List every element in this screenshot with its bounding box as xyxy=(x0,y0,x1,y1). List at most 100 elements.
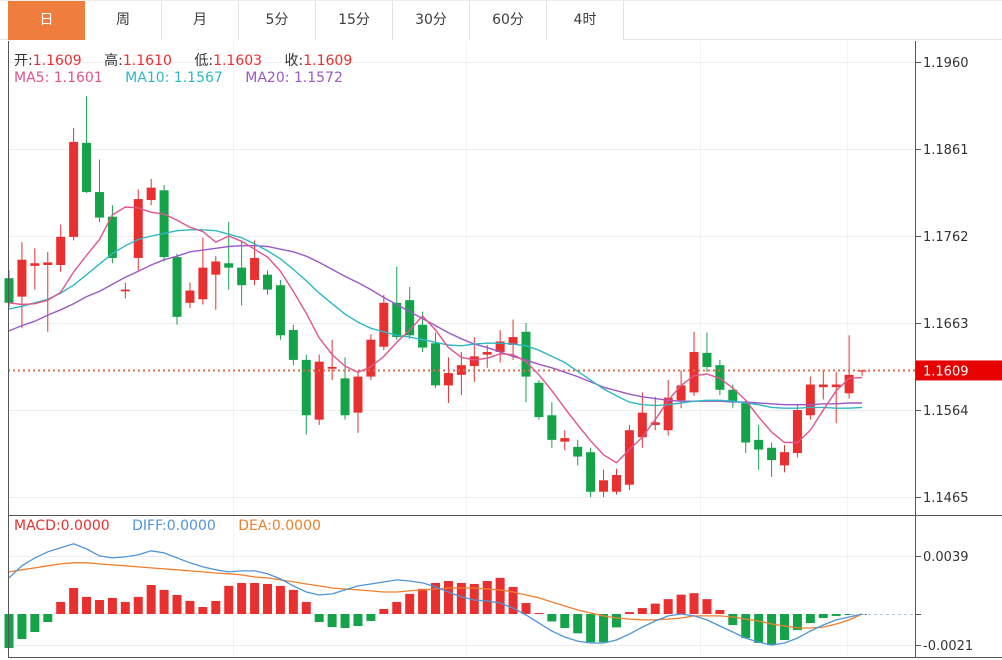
macd-bar xyxy=(211,600,221,614)
candle xyxy=(805,384,815,416)
macd-axis: 0.0039 -0.0021 xyxy=(915,550,973,654)
candle xyxy=(263,274,272,290)
candle xyxy=(599,480,609,492)
candle xyxy=(94,192,104,218)
candle xyxy=(172,257,182,317)
price-axis-label: 1.1564 xyxy=(923,404,969,419)
candle xyxy=(495,341,505,352)
macd-bar xyxy=(495,577,505,614)
candle xyxy=(82,142,92,193)
candle xyxy=(366,339,376,377)
macd-bar xyxy=(534,612,544,614)
candle xyxy=(237,267,247,286)
macd-bar xyxy=(133,596,143,614)
macd-bar xyxy=(275,585,285,614)
macd-bar xyxy=(146,585,156,614)
candle xyxy=(185,290,195,303)
macd-bar xyxy=(599,614,609,643)
macd-bar xyxy=(663,599,673,614)
candle xyxy=(340,378,350,416)
macd-bar xyxy=(831,614,841,616)
tab-日[interactable]: 日 xyxy=(8,1,85,40)
macd-bar xyxy=(805,614,815,624)
candle xyxy=(431,343,441,386)
macd-bar xyxy=(17,614,27,639)
current-price-tag-bg xyxy=(916,360,1002,381)
candle xyxy=(133,199,143,258)
price-axis: 1.1960 1.1861 1.1762 1.1663 1.1564 1.1465 xyxy=(915,56,969,506)
macd-bar xyxy=(715,609,725,614)
candle xyxy=(43,262,53,265)
macd-bar xyxy=(327,614,337,628)
macd-axis-label: -0.0021 xyxy=(923,639,973,654)
candle xyxy=(689,352,699,393)
candle xyxy=(663,397,673,431)
macd-bar xyxy=(521,602,531,614)
candle xyxy=(508,337,518,345)
macd-lines xyxy=(8,543,915,646)
macd-bar xyxy=(30,614,40,632)
tab-60分[interactable]: 60分 xyxy=(470,1,547,40)
tab-4时[interactable]: 4时 xyxy=(547,1,624,40)
candle xyxy=(676,385,686,401)
candle xyxy=(857,370,867,372)
macd-bar xyxy=(392,601,402,614)
tab-30分[interactable]: 30分 xyxy=(393,1,470,40)
macd-bar xyxy=(637,608,647,614)
candle xyxy=(741,402,751,443)
macd-bar xyxy=(366,614,376,621)
macd-bar xyxy=(69,587,79,614)
candle xyxy=(224,263,234,268)
price-axis-label: 1.1762 xyxy=(923,230,969,245)
macd-bar xyxy=(56,601,66,614)
macd-bar xyxy=(780,614,789,641)
candle xyxy=(573,446,583,457)
candle xyxy=(637,412,647,438)
macd-bar xyxy=(82,596,92,614)
macd-bar xyxy=(560,614,570,628)
candle xyxy=(288,330,298,360)
macd-bar xyxy=(314,614,324,623)
candle xyxy=(392,302,402,338)
macd-bar xyxy=(650,603,660,614)
candle xyxy=(482,352,492,355)
macd-bar xyxy=(586,614,596,643)
macd-bar xyxy=(456,582,466,614)
macd-bar xyxy=(301,601,311,614)
macd-bar xyxy=(728,614,738,626)
candle xyxy=(69,141,79,237)
candle xyxy=(17,259,27,297)
candle xyxy=(521,331,531,377)
candle xyxy=(831,384,841,388)
candle xyxy=(250,257,260,280)
candle xyxy=(560,438,570,442)
price-axis-label: 1.1663 xyxy=(923,317,969,332)
macd-bar xyxy=(224,585,234,614)
macd-bar xyxy=(418,588,428,614)
candle xyxy=(650,422,660,425)
macd-bar xyxy=(547,614,557,622)
candle xyxy=(586,452,596,492)
candle xyxy=(301,359,311,416)
ma5-line xyxy=(8,206,863,464)
candle xyxy=(780,452,789,466)
tab-周[interactable]: 周 xyxy=(85,1,162,40)
tab-15分[interactable]: 15分 xyxy=(316,1,393,40)
candles xyxy=(4,96,867,497)
candle xyxy=(56,236,66,265)
ma-lines xyxy=(8,206,863,464)
macd-bar xyxy=(340,614,350,628)
candle xyxy=(792,410,802,454)
macd-bar xyxy=(353,614,363,627)
macd-bar xyxy=(754,614,764,643)
macd-bar xyxy=(792,614,802,631)
tab-月[interactable]: 月 xyxy=(162,1,239,40)
candle xyxy=(198,267,208,300)
tab-5分[interactable]: 5分 xyxy=(239,1,316,40)
macd-bar xyxy=(405,593,415,614)
macd-histogram xyxy=(4,577,867,649)
candle xyxy=(844,374,854,394)
candle xyxy=(624,430,634,485)
macd-bar xyxy=(107,597,117,614)
